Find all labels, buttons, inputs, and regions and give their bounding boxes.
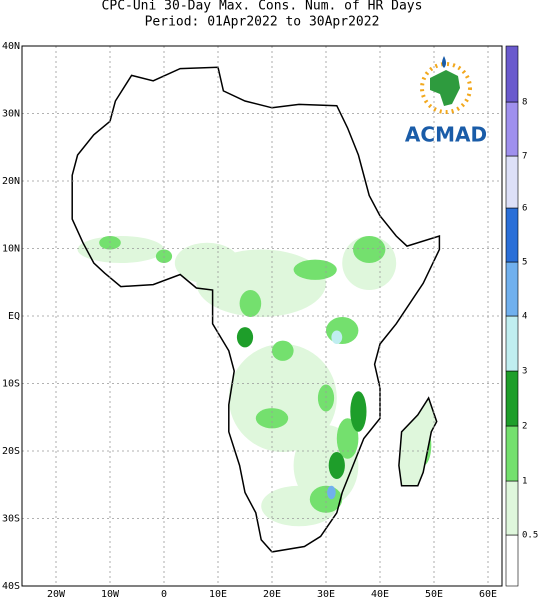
- lon-label: 40E: [371, 589, 389, 600]
- rain-area: [255, 408, 289, 429]
- rain-area: [236, 327, 254, 348]
- map-area: [22, 45, 502, 587]
- colorbar-segment: [505, 101, 519, 157]
- rain-area: [228, 344, 337, 452]
- colorbar-label: 6: [522, 204, 527, 214]
- lon-label: 0: [161, 589, 167, 600]
- lat-label: 30N: [2, 109, 20, 120]
- lon-label: 20E: [263, 589, 281, 600]
- period: Period: 01Apr2022 to 30Apr2022: [145, 15, 380, 30]
- colorbar-label: 1: [522, 477, 527, 487]
- colorbar-segment: [505, 425, 519, 482]
- colorbar-segment: [505, 480, 519, 536]
- colorbar-segment: [505, 370, 519, 427]
- colorbar-label: 0.5: [522, 531, 538, 541]
- lon-label: 60E: [479, 589, 497, 600]
- lat-label: EQ: [8, 311, 20, 322]
- title: CPC-Uni 30-Day Max. Cons. Num. of HR Day…: [102, 0, 423, 14]
- colorbar-label: 7: [522, 152, 527, 162]
- colorbar-segment: [505, 315, 519, 372]
- lat-label: 30S: [2, 514, 20, 525]
- colorbar-label: 8: [522, 98, 527, 108]
- rain-area: [336, 418, 359, 459]
- rain-area: [327, 485, 336, 500]
- colorbar-label: 5: [522, 258, 527, 268]
- colorbar-label: 4: [522, 312, 527, 322]
- colorbar-segment: [505, 207, 519, 263]
- lon-label: 10W: [101, 589, 120, 600]
- lat-label: 40N: [2, 41, 20, 52]
- colorbar-label: 3: [522, 367, 527, 377]
- colorbar-label: 2: [522, 422, 527, 432]
- lon-label: 30E: [317, 589, 335, 600]
- lon-label: 50E: [425, 589, 443, 600]
- lat-label: 10S: [2, 379, 20, 390]
- rain-area: [326, 317, 359, 344]
- logo: ACMAD: [405, 56, 487, 147]
- colorbar-segment: [505, 45, 519, 103]
- lat-label: 10N: [2, 244, 20, 255]
- rain-area: [331, 330, 343, 344]
- rain-area: [77, 236, 164, 263]
- lat-label: 20N: [2, 176, 20, 187]
- lat-label: 20S: [2, 446, 20, 457]
- rain-area: [239, 290, 262, 317]
- logo-text: ACMAD: [405, 123, 487, 147]
- rain-area: [353, 236, 386, 263]
- rain-area: [328, 452, 345, 479]
- rain-area: [272, 340, 294, 361]
- colorbar-segment: [505, 155, 519, 209]
- rain-area: [196, 249, 326, 317]
- map-frame: [21, 45, 503, 587]
- lon-label: 20W: [47, 589, 66, 600]
- colorbar-segment: [505, 261, 519, 317]
- rain-area: [350, 391, 367, 432]
- lon-label: 10E: [209, 589, 227, 600]
- lat-label: 40S: [2, 581, 20, 592]
- rain-area: [293, 259, 337, 280]
- colorbar-segment: [505, 534, 519, 587]
- africa-outline: [71, 66, 441, 553]
